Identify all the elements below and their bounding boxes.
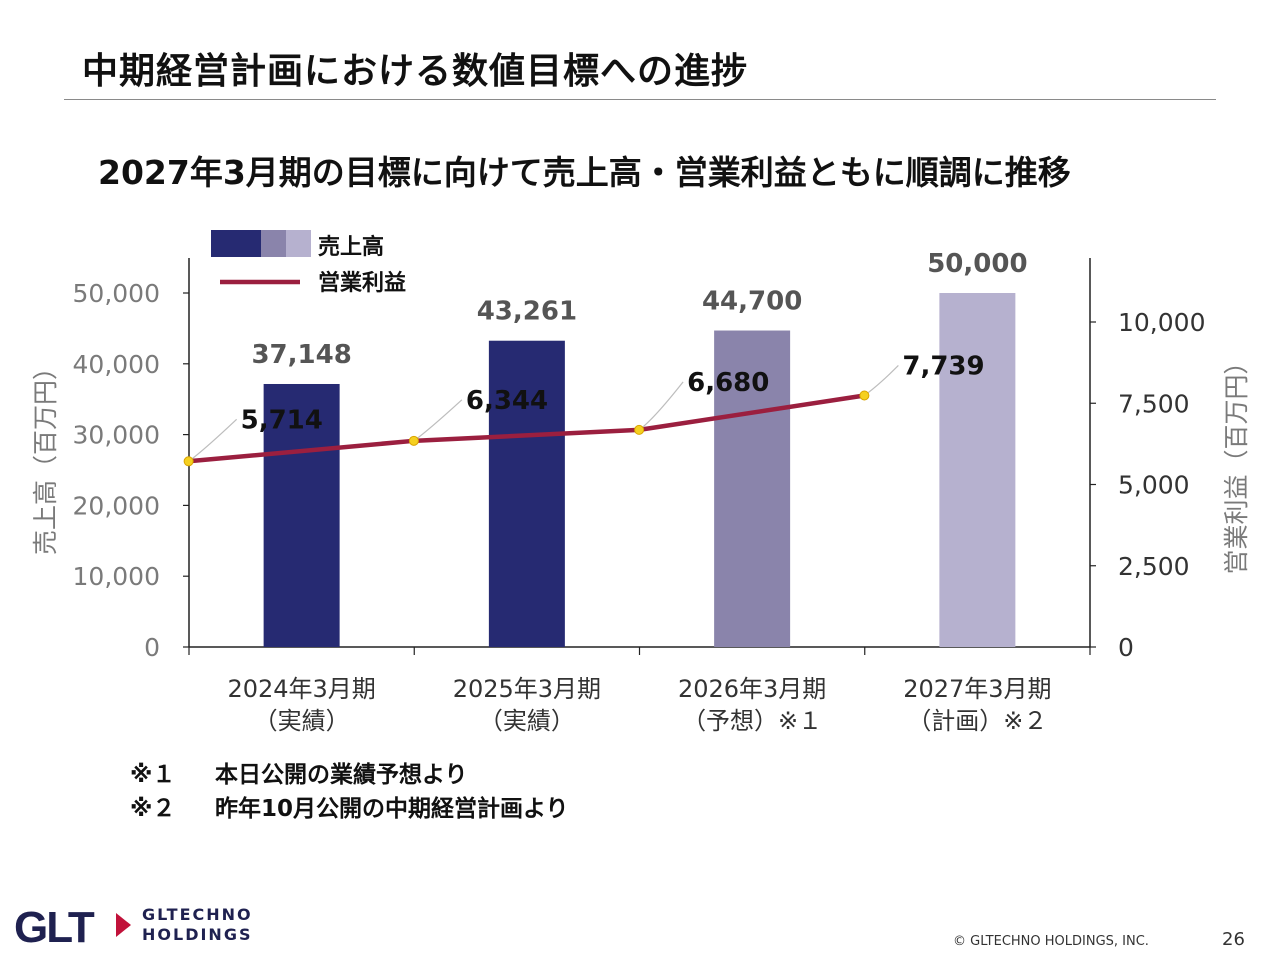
logo-arrow-icon <box>116 913 131 937</box>
footnote-2-mark: ※２ <box>130 796 176 822</box>
x-category-label: 2024年3月期 <box>227 675 375 703</box>
y-tick-label: 0 <box>144 633 160 662</box>
y2-tick-label: 7,500 <box>1118 389 1190 418</box>
footnote-2-text: 昨年10月公開の中期経営計画より <box>215 796 569 822</box>
sales-profit-chart: 0 10,000 20,000 30,000 40,000 50,000 0 2,500 5,0… <box>31 230 1251 735</box>
bar-value-label: 44,700 <box>702 287 802 317</box>
copyright: © GLTECHNO HOLDINGS, INC. <box>953 934 1149 949</box>
bar-4 <box>939 293 1016 647</box>
glt-logo-mark: GLT <box>14 903 131 947</box>
y-tick-label: 30,000 <box>73 421 160 450</box>
footnote-1-text: 本日公開の業績予想より <box>215 762 468 788</box>
y-tick-label: 10,000 <box>73 562 160 591</box>
y-axis-title: 売上高（百万円） <box>31 355 60 555</box>
line-point-1 <box>183 456 194 467</box>
legend-swatch-sales <box>261 230 286 257</box>
footnote-2: ※２ 昨年10月公開の中期経営計画より <box>130 792 569 826</box>
y2-tick-label: 5,000 <box>1118 471 1190 500</box>
x-category-label: （実績） <box>254 707 350 735</box>
line-value-label: 5,714 <box>241 405 323 435</box>
y-tick-label: 40,000 <box>73 350 160 379</box>
x-category-label: 2027年3月期 <box>903 675 1051 703</box>
footnote-1: ※１ 本日公開の業績予想より <box>130 758 569 792</box>
legend-label-sales: 売上高 <box>318 234 384 260</box>
title-divider <box>64 99 1216 100</box>
y2-tick-label: 0 <box>1118 633 1134 662</box>
footnotes: ※１ 本日公開の業績予想より ※２ 昨年10月公開の中期経営計画より <box>130 758 569 826</box>
y2-axis-title: 営業利益（百万円） <box>1222 349 1251 574</box>
logo-line-1: GLTECHNO <box>142 905 253 924</box>
line-point-2 <box>408 435 419 446</box>
y2-tick-label: 10,000 <box>1118 308 1205 337</box>
label-leader-line <box>188 418 238 462</box>
legend-swatch-sales <box>286 230 311 257</box>
label-leader-line <box>864 365 899 396</box>
logo-mark-text: GLT <box>14 903 95 947</box>
footnote-1-mark: ※１ <box>130 762 176 788</box>
bar-1 <box>263 383 340 647</box>
line-point-4 <box>859 390 870 401</box>
company-logo: GLT GLTECHNO HOLDINGS <box>14 903 253 947</box>
headline: 2027年3月期の目標に向けて売上高・営業利益ともに順調に推移 <box>98 153 1071 192</box>
bar-3 <box>714 330 791 647</box>
bar-value-label: 37,148 <box>251 340 351 370</box>
page-number: 26 <box>1222 929 1245 950</box>
line-value-label: 6,680 <box>687 368 769 398</box>
y2-tick-label: 2,500 <box>1118 552 1190 581</box>
y-tick-label: 50,000 <box>73 279 160 308</box>
x-category-label: （実績） <box>479 707 575 735</box>
line-point-3 <box>634 424 645 435</box>
bar-value-label: 50,000 <box>927 249 1027 279</box>
operating-profit-line <box>188 393 865 464</box>
legend-label-profit: 営業利益 <box>318 270 406 296</box>
legend-swatch-sales <box>211 230 236 257</box>
logo-line-2: HOLDINGS <box>142 925 253 944</box>
line-value-label: 7,739 <box>902 351 984 381</box>
y-tick-label: 20,000 <box>73 491 160 520</box>
line-value-label: 6,344 <box>466 386 548 416</box>
label-leader-line <box>413 399 463 442</box>
x-category-label: （計画）※２ <box>907 707 1047 735</box>
page-title: 中期経営計画における数値目標への進捗 <box>82 51 749 92</box>
logo-text: GLTECHNO HOLDINGS <box>142 905 253 945</box>
bar-value-label: 43,261 <box>477 297 577 327</box>
x-category-label: （予想）※１ <box>682 707 822 735</box>
x-category-label: 2026年3月期 <box>678 675 826 703</box>
x-category-label: 2025年3月期 <box>453 675 601 703</box>
bar-2 <box>488 340 565 647</box>
legend-swatch-sales <box>236 230 261 257</box>
